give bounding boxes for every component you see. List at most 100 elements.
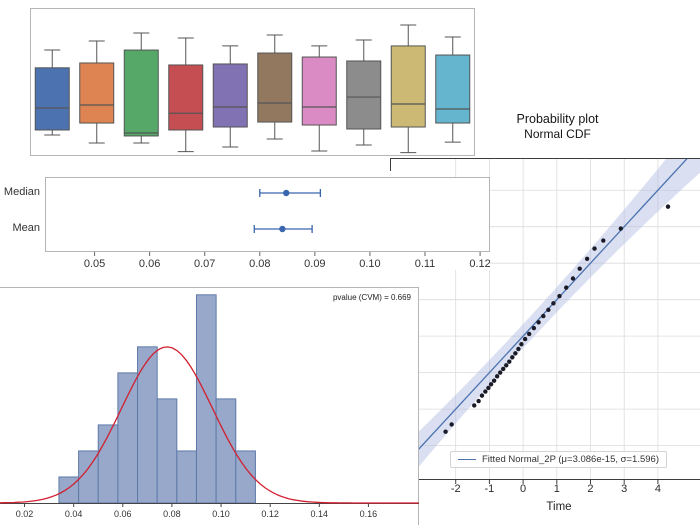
data-point xyxy=(618,226,624,231)
data-point xyxy=(472,403,477,408)
x-tick-label: 0.12 xyxy=(469,258,490,270)
box-whiskers xyxy=(355,39,372,146)
data-point xyxy=(488,382,494,387)
fitted-line-legend-swatch xyxy=(458,459,476,460)
data-point xyxy=(497,370,503,375)
box xyxy=(301,56,337,126)
data-point xyxy=(491,378,497,383)
point-estimate xyxy=(283,189,290,197)
x-tick-label: 3 xyxy=(621,483,628,495)
interval-row-label-median: Median xyxy=(3,186,40,198)
data-point xyxy=(577,266,582,271)
data-point xyxy=(536,320,541,325)
box xyxy=(390,45,426,128)
error-bar xyxy=(259,189,322,197)
box xyxy=(34,67,70,131)
x-tick-label: 0.10 xyxy=(359,258,380,270)
x-tick-label: 0.10 xyxy=(212,509,230,519)
histogram-bars xyxy=(58,294,256,504)
interval-frame xyxy=(45,177,490,252)
histogram-panel: 0.02 0.04 0.06 0.08 0.10 0.12 0.14 0.16 pvalue (… xyxy=(0,287,419,525)
data-point xyxy=(479,393,485,398)
x-tick-label: 0.02 xyxy=(16,509,34,519)
histogram-bar xyxy=(117,372,139,504)
x-tick-label: -2 xyxy=(450,483,461,495)
probability-plot-title-line2: Normal CDF xyxy=(524,127,591,141)
data-point xyxy=(507,359,512,364)
data-point xyxy=(486,385,491,391)
x-tick-label: 0.09 xyxy=(304,258,325,270)
box xyxy=(168,64,204,131)
data-point xyxy=(483,389,488,394)
histogram-bar xyxy=(156,398,178,504)
x-tick-label: 0.06 xyxy=(139,258,160,270)
data-point xyxy=(510,355,515,360)
data-point xyxy=(504,363,509,368)
box-whiskers xyxy=(88,40,105,144)
x-tick-label: 0.08 xyxy=(163,509,181,519)
confidence-band xyxy=(390,158,700,480)
box-whiskers xyxy=(133,32,150,144)
box xyxy=(346,60,382,130)
histogram-bar xyxy=(58,476,80,504)
data-point xyxy=(541,313,546,319)
x-tick-label: 0 xyxy=(520,483,527,495)
data-point xyxy=(551,301,556,306)
boxplot-frame xyxy=(30,8,475,156)
data-point xyxy=(522,336,528,342)
interval-row-label-mean: Mean xyxy=(12,222,40,234)
data-point xyxy=(494,374,500,379)
histogram-bar xyxy=(176,450,197,504)
box xyxy=(435,54,471,124)
data-point xyxy=(476,398,481,404)
interval-panel: 0.05 0.06 0.07 0.08 0.09 0.10 0.11 0.12 xyxy=(45,177,491,270)
data-point xyxy=(501,366,506,372)
point-estimate xyxy=(279,225,286,233)
boxplot-chart xyxy=(30,8,475,156)
data-point xyxy=(449,422,454,427)
x-tick-label: 0.08 xyxy=(249,258,270,270)
box xyxy=(123,49,159,137)
data-point xyxy=(531,325,537,331)
box-whiskers xyxy=(311,45,328,152)
fitted-line xyxy=(390,158,689,480)
box-whiskers xyxy=(400,24,417,154)
data-point xyxy=(513,351,518,356)
box-whiskers xyxy=(44,49,61,136)
histogram-bar xyxy=(215,398,237,504)
data-point xyxy=(592,246,597,251)
data-point xyxy=(665,204,671,209)
data-point xyxy=(443,429,448,434)
x-tick-label: 0.04 xyxy=(65,509,83,519)
scatter-points xyxy=(443,204,671,434)
x-tick-label: 2 xyxy=(587,483,594,495)
probability-plot-x-axis: -2 -1 0 1 2 3 4 xyxy=(390,483,700,498)
fitted-line-legend-label: Fitted Normal_2P (μ=3.086e-15, σ=1.596) xyxy=(482,454,659,465)
x-tick-label: -1 xyxy=(484,483,495,495)
data-point xyxy=(601,238,606,243)
box-whiskers xyxy=(266,34,283,140)
box xyxy=(212,63,248,128)
probability-plot-x-axis-label: Time xyxy=(546,501,572,513)
box-whiskers xyxy=(444,36,461,143)
x-tick-label: 0.06 xyxy=(114,509,132,519)
data-point xyxy=(546,307,551,313)
x-tick-label: 0.16 xyxy=(360,509,378,519)
x-tick-label: 0.05 xyxy=(84,258,105,270)
histogram-chart: 0.02 0.04 0.06 0.08 0.10 0.12 0.14 0.16 pvalue (… xyxy=(0,287,419,525)
data-point xyxy=(570,276,576,281)
data-point xyxy=(519,341,524,347)
pvalue-annotation: pvalue (CVM) = 0.669 xyxy=(333,293,412,302)
box-whiskers xyxy=(177,37,194,153)
x-tick-label: 1 xyxy=(553,483,560,495)
data-point xyxy=(557,293,562,299)
fitted-normal-curve xyxy=(0,346,419,504)
histogram-bar xyxy=(195,294,217,504)
box xyxy=(79,62,115,124)
box-whiskers xyxy=(222,45,239,148)
data-point xyxy=(516,346,521,352)
probability-plot-title: Probability plot Normal CDF xyxy=(425,112,690,142)
interval-chart: 0.05 0.06 0.07 0.08 0.09 0.10 0.11 0.12 xyxy=(45,177,491,270)
probability-plot-title-line1: Probability plot xyxy=(516,112,599,126)
